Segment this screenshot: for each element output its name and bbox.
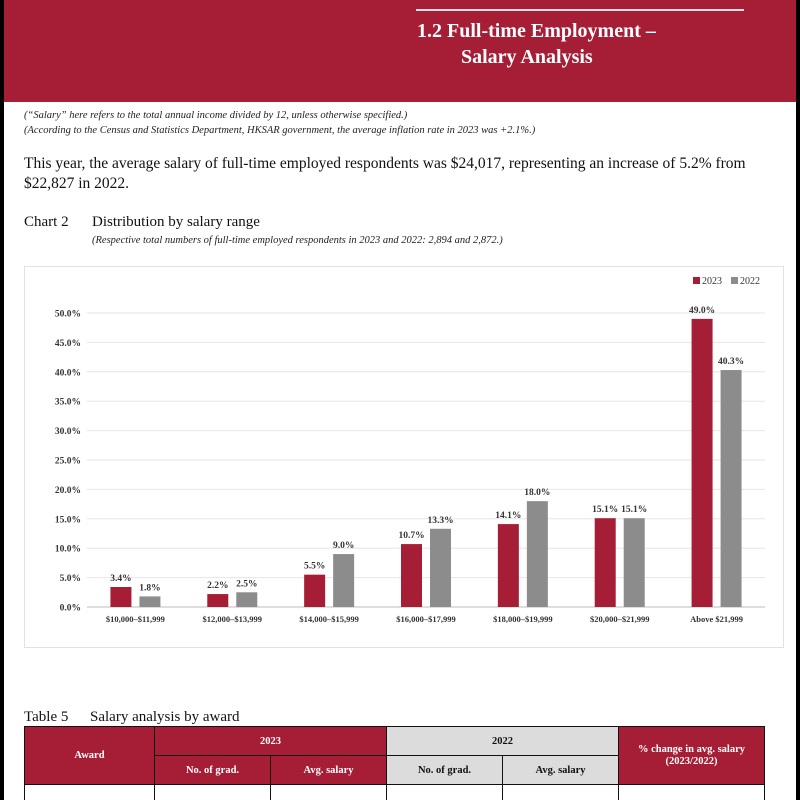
inflation-note: (According to the Census and Statistics … <box>24 125 536 136</box>
header-avg-2022: Avg. salary <box>502 755 619 785</box>
chart-subtitle: (Respective total numbers of full-time e… <box>92 235 503 246</box>
section-title-line2: Salary Analysis <box>461 46 593 68</box>
data-label: 2.5% <box>236 579 257 589</box>
y-tick-label: 15.0% <box>55 515 81 525</box>
bar-2022 <box>333 554 355 607</box>
y-tick-label: 25.0% <box>55 457 81 467</box>
header-change: % change in avg. salary (2023/2022) <box>618 726 765 785</box>
data-label: 14.1% <box>495 511 521 521</box>
data-label: 15.1% <box>592 505 618 515</box>
salary-definition-note: (“Salary” here refers to the total annua… <box>24 110 408 121</box>
table-cell <box>502 784 619 800</box>
chart-title: Distribution by salary range <box>92 214 260 230</box>
legend-label: 2022 <box>740 276 760 287</box>
legend-swatch <box>731 277 738 284</box>
header-award: Award <box>24 726 155 785</box>
chart-canvas: 0.0% 5.0% 10.0% 15.0% 20.0% 25.0% 30.0% 35.0% 40… <box>55 276 765 624</box>
table-cell <box>24 784 155 800</box>
header-grads-2023: No. of grad. <box>154 755 271 785</box>
data-label: 15.1% <box>621 505 647 515</box>
bar-2023 <box>304 574 326 607</box>
header-rule <box>416 9 744 11</box>
header-grads-2022: No. of grad. <box>386 755 503 785</box>
table-number: Table 5 <box>24 709 69 725</box>
data-label: 3.4% <box>110 574 131 584</box>
table-cell <box>618 784 765 800</box>
y-tick-label: 20.0% <box>55 486 81 496</box>
x-tick-label: $12,000–$13,999 <box>203 614 263 624</box>
data-label: 13.3% <box>427 516 453 526</box>
footnotes: (“Salary” here refers to the total annua… <box>24 108 535 138</box>
section-title-line1: 1.2 Full-time Employment – <box>417 20 656 42</box>
y-tick-label: 30.0% <box>55 427 81 437</box>
bar-2023 <box>110 587 132 607</box>
y-tick-label: 50.0% <box>55 310 81 320</box>
table-cell <box>270 784 387 800</box>
y-tick-label: 35.0% <box>55 398 81 408</box>
chart-caption: Chart 2 Distribution by salary range <box>24 214 260 231</box>
data-label: 40.3% <box>718 357 744 367</box>
salary-by-award-table: Award 2023 2022 % change in avg. salary … <box>24 726 765 800</box>
chart-number: Chart 2 <box>24 214 69 230</box>
table-row <box>24 784 765 800</box>
bar-2023 <box>401 544 422 607</box>
x-tick-label: $10,000–$11,999 <box>106 614 165 624</box>
section-title: 1.2 Full-time Employment – Salary Analys… <box>417 18 656 70</box>
bar-2023 <box>594 518 616 607</box>
header-avg-2023: Avg. salary <box>270 755 387 785</box>
header-year-2023: 2023 <box>154 726 387 756</box>
table-title: Salary analysis by award <box>90 709 240 725</box>
y-tick-label: 45.0% <box>55 339 81 349</box>
bar-2022 <box>430 528 451 607</box>
table-cell <box>386 784 503 800</box>
report-page: 1.2 Full-time Employment – Salary Analys… <box>4 0 796 800</box>
data-label: 10.7% <box>398 531 424 541</box>
salary-range-chart: 0.0% 5.0% 10.0% 15.0% 20.0% 25.0% 30.0% 35.0% 40… <box>24 266 784 648</box>
data-label: 49.0% <box>689 306 715 316</box>
y-tick-label: 5.0% <box>60 574 81 584</box>
bar-2022 <box>236 592 258 607</box>
table-cell <box>154 784 271 800</box>
x-tick-label: Above $21,999 <box>690 614 743 624</box>
data-label: 9.0% <box>333 541 354 551</box>
bar-2022 <box>623 518 645 607</box>
bar-2022 <box>720 370 742 607</box>
bar-2022 <box>139 596 161 607</box>
bar-2023 <box>207 594 229 607</box>
section-header-band: 1.2 Full-time Employment – Salary Analys… <box>4 0 796 102</box>
bar-2023 <box>691 318 713 607</box>
x-tick-label: $16,000–$17,999 <box>396 614 456 624</box>
data-label: 18.0% <box>524 488 550 498</box>
data-label: 5.5% <box>304 562 325 572</box>
legend-label: 2023 <box>702 276 722 287</box>
header-year-2022: 2022 <box>386 726 619 756</box>
x-tick-label: $20,000–$21,999 <box>590 614 650 624</box>
x-tick-label: $18,000–$19,999 <box>493 614 553 624</box>
x-tick-label: $14,000–$15,999 <box>299 614 359 624</box>
bar-2023 <box>497 524 519 607</box>
y-tick-label: 0.0% <box>60 604 81 614</box>
table-caption: Table 5 Salary analysis by award <box>24 709 240 726</box>
legend-swatch <box>693 277 700 284</box>
bar-2022 <box>526 501 548 607</box>
y-tick-label: 10.0% <box>55 545 81 555</box>
data-label: 1.8% <box>139 583 160 593</box>
y-tick-label: 40.0% <box>55 368 81 378</box>
data-label: 2.2% <box>207 581 228 591</box>
lead-paragraph: This year, the average salary of full-ti… <box>24 155 746 192</box>
